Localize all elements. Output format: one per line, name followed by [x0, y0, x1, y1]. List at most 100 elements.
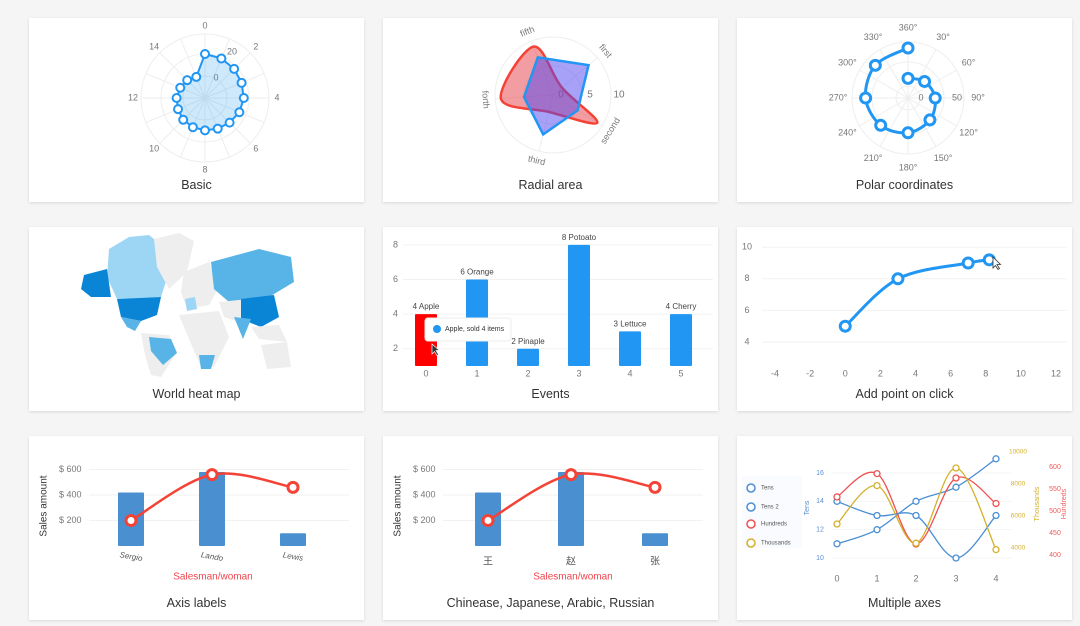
bar-label: 6 Orange: [460, 268, 494, 277]
map-france: [185, 297, 197, 311]
angle-tick-label: 270°: [829, 92, 848, 102]
card-title: Radial area: [518, 178, 583, 192]
card-basic[interactable]: 0 2 4 6 8 10 12 14 0 20 Basic: [29, 18, 364, 202]
data-point: [952, 474, 960, 482]
map-mexico: [121, 317, 141, 331]
legend-label: Thousands: [761, 541, 791, 547]
data-point: [873, 511, 881, 520]
map-alaska: [81, 269, 111, 297]
data-point: [173, 104, 184, 115]
axis-label: first: [597, 42, 614, 60]
x-tick-label: 3: [953, 573, 958, 583]
x-tick-label: 0: [843, 368, 848, 378]
angle-tick-label: 4: [274, 92, 279, 102]
x-axis-title: Salesman/woman: [533, 572, 612, 583]
card-events[interactable]: 2 4 6 8 4 Apple 0 6 Orange 1 2 Pinaple 2 8 Potoato…: [383, 227, 718, 411]
y-tick-label: $ 400: [413, 489, 436, 499]
radial-tick-label: 20: [227, 46, 237, 56]
data-point: [874, 118, 888, 132]
x-tick-label: 赵: [566, 555, 576, 568]
data-point: [481, 514, 495, 527]
x-tick-label: 4: [913, 368, 918, 378]
x-tick-label: 4: [627, 368, 632, 378]
angle-tick-label: 2: [253, 41, 258, 51]
map-europe: [181, 262, 219, 309]
x-tick-label: 10: [1016, 368, 1026, 378]
hundreds-tick-label: 400: [1049, 552, 1061, 559]
tens-tick-label: 16: [816, 470, 824, 477]
x-tick-label: 0: [834, 573, 839, 583]
data-point: [992, 511, 1000, 520]
data-point: [838, 319, 852, 333]
data-point: [187, 122, 198, 133]
data-point: [191, 71, 202, 82]
data-point: [746, 519, 756, 529]
grid-spoke: [879, 97, 909, 147]
map-usa: [117, 297, 161, 321]
card-polar[interactable]: 360° 30° 60° 90° 120° 150° 180° 210° 240° 270° 300…: [737, 18, 1072, 202]
data-point: [873, 526, 881, 534]
card-title: Chinease, Japanese, Arabic, Russian: [446, 596, 655, 610]
card-i18n[interactable]: $ 200 $ 400 $ 600 Sales amount 王 赵 张 Salesman/w…: [383, 436, 718, 620]
y-tick-label: $ 600: [59, 464, 82, 474]
card-world-map[interactable]: World heat map: [29, 227, 364, 411]
y-tick-label: 4: [393, 308, 398, 318]
x-tick-label: Lewis: [282, 550, 304, 562]
data-point: [746, 502, 756, 512]
angle-tick-label: 6: [253, 143, 258, 153]
y-tick-label: 4: [744, 336, 749, 346]
data-point: [238, 93, 249, 103]
angle-tick-label: 210°: [864, 153, 883, 163]
x-tick-label: 8: [983, 368, 988, 378]
card-multiple-axes[interactable]: 10 12 14 16 4000 6000 8000 10000 400 450 500 550 600…: [737, 436, 1072, 620]
x-tick-label: 5: [678, 368, 683, 378]
x-tick-label: 2: [878, 368, 883, 378]
bar: [558, 472, 584, 546]
bar-label: 4 Apple: [413, 302, 440, 311]
data-point: [901, 71, 915, 85]
data-point: [859, 91, 873, 105]
thousands-tick-label: 6000: [1011, 513, 1026, 520]
grid-spoke: [180, 38, 206, 99]
data-point: [171, 93, 182, 103]
x-tick-label: Lando: [200, 550, 224, 563]
angle-tick-label: 180°: [899, 162, 918, 172]
data-point: [200, 49, 210, 59]
legend-label: Hundreds: [761, 522, 787, 528]
grid-spoke: [145, 73, 206, 99]
x-tick-label: 2: [913, 573, 918, 583]
data-point: [918, 74, 932, 88]
add-point-line-chart[interactable]: 4 6 8 10 -4 -2 0 2 4 6 8 10 12: [737, 227, 1072, 387]
card-add-point[interactable]: 4 6 8 10 -4 -2 0 2 4 6 8 10 12 Add point on click: [737, 227, 1072, 411]
y-tick-label: 8: [744, 273, 749, 283]
grid-ring: [494, 36, 612, 154]
tooltip-text: Apple, sold 4 items: [445, 326, 505, 333]
x-axis-title: Salesman/woman: [173, 572, 252, 583]
bar-label: 8 Potoato: [562, 233, 597, 242]
legend-label: Tens 2: [761, 505, 779, 511]
data-point: [901, 41, 915, 55]
x-tick-label: 1: [874, 573, 879, 583]
y-tick-label: 8: [393, 239, 398, 249]
data-point: [564, 468, 578, 482]
data-point: [961, 256, 975, 270]
card-radial-area[interactable]: firstsecondthirdforthfifth0510Radial are…: [383, 18, 718, 202]
thousands-tick-label: 8000: [1011, 481, 1026, 488]
tooltip-marker: [433, 325, 441, 333]
cursor-icon: [992, 256, 1002, 271]
data-point: [833, 540, 841, 548]
x-tick-label: 0: [423, 368, 428, 378]
grid-spoke: [907, 97, 957, 127]
card-title: Axis labels: [166, 596, 227, 610]
grid-spoke: [907, 69, 957, 99]
grid-spoke: [907, 97, 937, 147]
axis-label: forth: [480, 90, 491, 109]
data-point: [912, 511, 920, 520]
angle-tick-label: 330°: [864, 32, 883, 42]
data-point: [236, 77, 247, 88]
thousands-tick-label: 4000: [1011, 545, 1026, 552]
card-axis-labels[interactable]: $ 200 $ 400 $ 600 Sales amount Sergio Lando Le…: [29, 436, 364, 620]
hundreds-tick-label: 600: [1049, 464, 1061, 471]
y-tick-label: 6: [393, 274, 398, 284]
bar: [199, 472, 225, 546]
